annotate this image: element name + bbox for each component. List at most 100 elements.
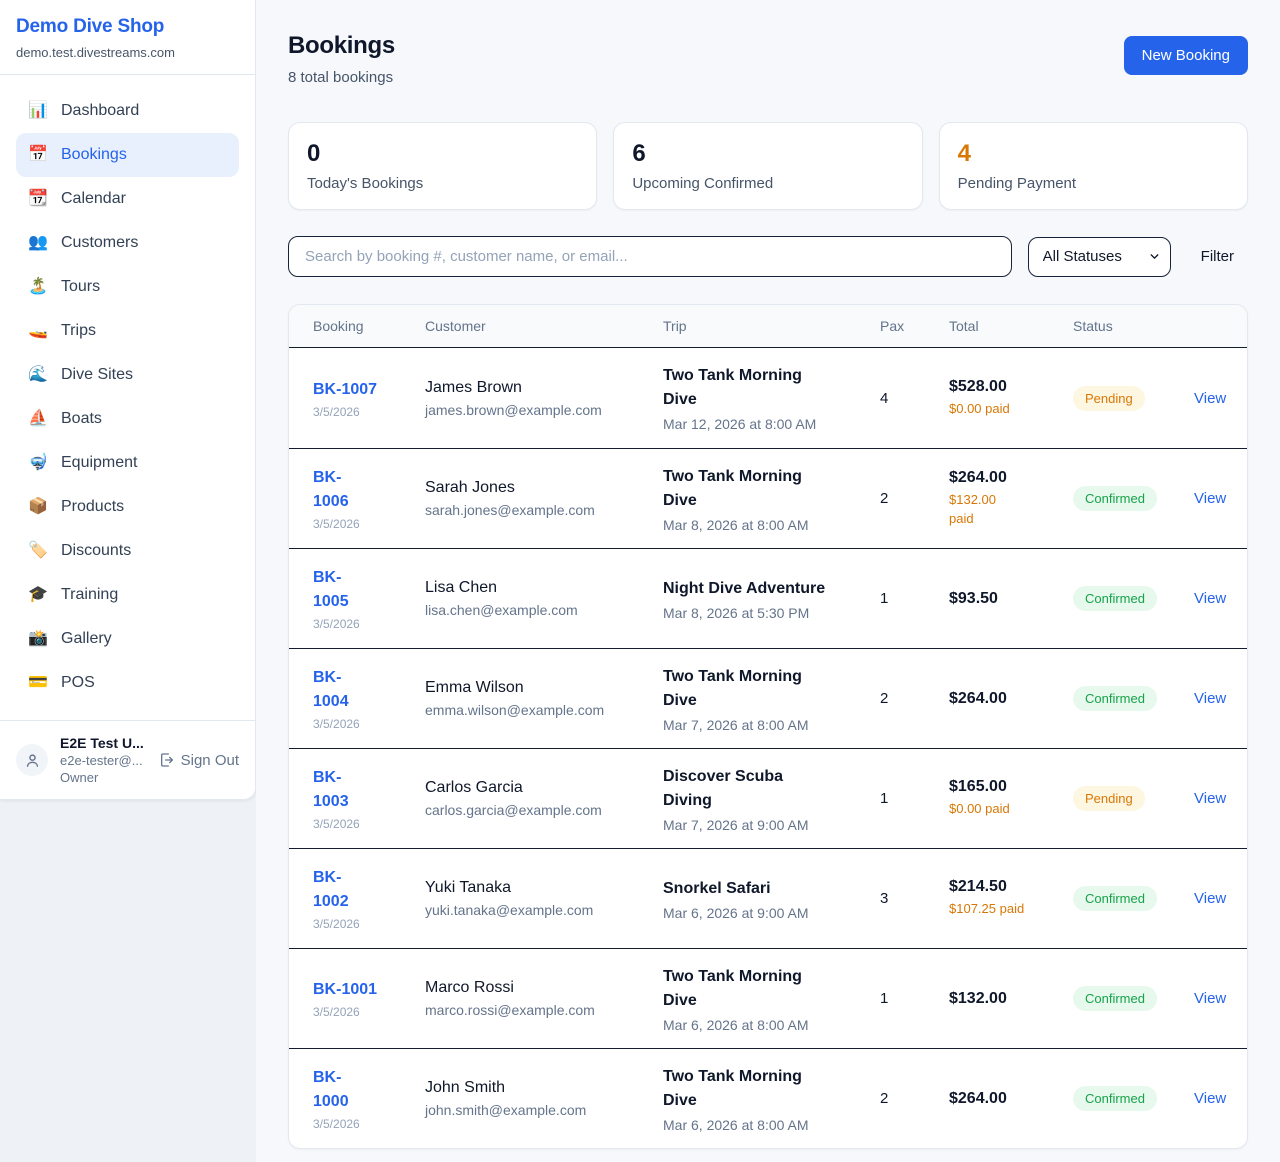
col-trip: Trip (663, 318, 687, 334)
sign-out-button[interactable]: Sign Out (159, 752, 239, 769)
table-header: Booking Customer Trip Pax Total Status (289, 305, 1247, 348)
user-meta: E2E Test U... e2e-tester@... Owner (60, 735, 147, 785)
view-link[interactable]: View (1194, 890, 1227, 907)
total-cell: $214.50 $107.25 paid (949, 878, 1073, 919)
bookings-icon: 📅 (28, 146, 48, 163)
paid-amount: $0.00 paid (949, 801, 1010, 817)
table-row: BK- 1002 3/5/2026 Yuki Tanaka yuki.tanak… (289, 848, 1247, 948)
view-link[interactable]: View (1194, 990, 1227, 1007)
status-cell: Confirmed (1073, 1086, 1185, 1111)
status-cell: Confirmed (1073, 486, 1185, 511)
sidebar-item-training[interactable]: 🎓 Training (16, 573, 239, 617)
logout-icon (160, 753, 173, 767)
search-input[interactable] (288, 236, 1012, 277)
customer-name: Yuki Tanaka (425, 879, 511, 896)
col-customer: Customer (425, 318, 486, 334)
stat-value: 6 (632, 140, 646, 167)
booking-id-link[interactable]: BK- 1002 (313, 869, 349, 910)
pax-value: 3 (880, 890, 889, 907)
user-panel: E2E Test U... e2e-tester@... Owner Sign … (0, 720, 255, 799)
total-cell: $165.00 $0.00 paid (949, 778, 1073, 819)
view-link[interactable]: View (1194, 690, 1227, 707)
stat-value: 4 (957, 140, 972, 167)
customer-name: Carlos Garcia (425, 779, 523, 796)
stat-card: 6 Upcoming Confirmed (613, 122, 923, 210)
stat-label: Upcoming Confirmed (632, 175, 774, 192)
pax-value: 2 (880, 690, 889, 707)
tours-icon: 🏝️ (28, 278, 48, 295)
new-booking-button[interactable]: New Booking (1123, 36, 1248, 75)
sidebar-item-products[interactable]: 📦 Products (16, 485, 239, 529)
dashboard-icon: 📊 (28, 102, 48, 119)
status-cell: Confirmed (1073, 986, 1185, 1011)
sidebar-item-dive-sites[interactable]: 🌊 Dive Sites (16, 353, 239, 397)
sidebar-nav: 📊 Dashboard 📅 Bookings 📆 Calendar 👥 Cust… (0, 75, 255, 720)
status-badge: Pending (1073, 786, 1145, 811)
booking-id-link[interactable]: BK- 1003 (313, 769, 349, 810)
customer-cell: Carlos Garcia carlos.garcia@example.com (425, 779, 663, 818)
filter-button[interactable]: Filter (1187, 248, 1248, 265)
sidebar-item-customers[interactable]: 👥 Customers (16, 221, 239, 265)
avatar (16, 744, 48, 776)
sidebar-item-label: Discounts (61, 542, 132, 559)
booking-id-link[interactable]: BK- 1006 (313, 469, 349, 510)
status-select[interactable]: All Statuses (1027, 236, 1171, 277)
customer-email: carlos.garcia@example.com (425, 802, 602, 818)
sidebar-item-gallery[interactable]: 📸 Gallery (16, 617, 239, 661)
sidebar-item-dashboard[interactable]: 📊 Dashboard (16, 89, 239, 133)
booking-id-link[interactable]: BK- 1004 (313, 669, 349, 710)
customer-cell: Sarah Jones sarah.jones@example.com (425, 479, 663, 518)
sidebar-item-label: Calendar (61, 190, 126, 207)
total-amount: $264.00 (949, 468, 1007, 486)
total-amount: $93.50 (949, 589, 998, 607)
view-link[interactable]: View (1194, 790, 1227, 807)
pax-value: 1 (880, 790, 889, 807)
sidebar-item-discounts[interactable]: 🏷️ Discounts (16, 529, 239, 573)
total-amount: $214.50 (949, 878, 1007, 896)
trip-name: Snorkel Safari (663, 879, 771, 897)
view-link[interactable]: View (1194, 389, 1227, 407)
total-amount: $264.00 (949, 689, 1007, 707)
sidebar-item-tours[interactable]: 🏝️ Tours (16, 265, 239, 309)
trip-name: Night Dive Adventure (663, 579, 826, 597)
sidebar-item-boats[interactable]: ⛵ Boats (16, 397, 239, 441)
customer-email: emma.wilson@example.com (425, 702, 605, 718)
booking-cell: BK- 1004 3/5/2026 (313, 666, 425, 731)
trip-cell: Snorkel Safari Mar 6, 2026 at 9:00 AM (663, 877, 880, 921)
sidebar-item-equipment[interactable]: 🤿 Equipment (16, 441, 239, 485)
booking-date: 3/5/2026 (313, 917, 360, 931)
pax-value: 2 (880, 490, 889, 507)
status-badge: Pending (1073, 385, 1145, 411)
trip-name: Two Tank Morning Dive (663, 667, 802, 709)
sidebar-item-trips[interactable]: 🚤 Trips (16, 309, 239, 353)
customer-name: Sarah Jones (425, 479, 515, 496)
trip-name: Two Tank Morning Dive (663, 367, 802, 408)
booking-cell: BK- 1003 3/5/2026 (313, 766, 425, 831)
trip-datetime: Mar 6, 2026 at 8:00 AM (663, 1016, 809, 1033)
view-link[interactable]: View (1194, 590, 1227, 607)
booking-id-link[interactable]: BK-1007 (313, 380, 378, 398)
sidebar-item-pos[interactable]: 💳 POS (16, 661, 239, 705)
view-link[interactable]: View (1194, 1090, 1227, 1107)
booking-id-link[interactable]: BK-1001 (313, 981, 378, 998)
customer-cell: Yuki Tanaka yuki.tanaka@example.com (425, 879, 663, 918)
view-link[interactable]: View (1194, 490, 1227, 507)
trip-cell: Two Tank Morning Dive Mar 12, 2026 at 8:… (663, 364, 880, 432)
sidebar-item-calendar[interactable]: 📆 Calendar (16, 177, 239, 221)
booking-cell: BK- 1002 3/5/2026 (313, 866, 425, 931)
booking-id-link[interactable]: BK- 1000 (313, 1069, 349, 1110)
sidebar-item-bookings[interactable]: 📅 Bookings (16, 133, 239, 177)
total-cell: $264.00 $132.00 paid (949, 469, 1073, 529)
booking-id-link[interactable]: BK- 1005 (313, 569, 349, 610)
main-content: Bookings 8 total bookings New Booking 0 … (256, 0, 1280, 1162)
status-badge: Confirmed (1073, 986, 1157, 1011)
total-cell: $264.00 (949, 1090, 1073, 1108)
sidebar-item-label: Trips (61, 322, 96, 339)
trip-datetime: Mar 12, 2026 at 8:00 AM (663, 416, 817, 432)
total-amount: $264.00 (949, 1089, 1007, 1107)
user-email: e2e-tester@... (60, 753, 143, 768)
table-row: BK-1001 3/5/2026 Marco Rossi marco.rossi… (289, 948, 1247, 1048)
booking-cell: BK-1007 3/5/2026 (313, 378, 425, 419)
sidebar-item-label: Dashboard (61, 102, 140, 119)
status-cell: Confirmed (1073, 886, 1185, 911)
